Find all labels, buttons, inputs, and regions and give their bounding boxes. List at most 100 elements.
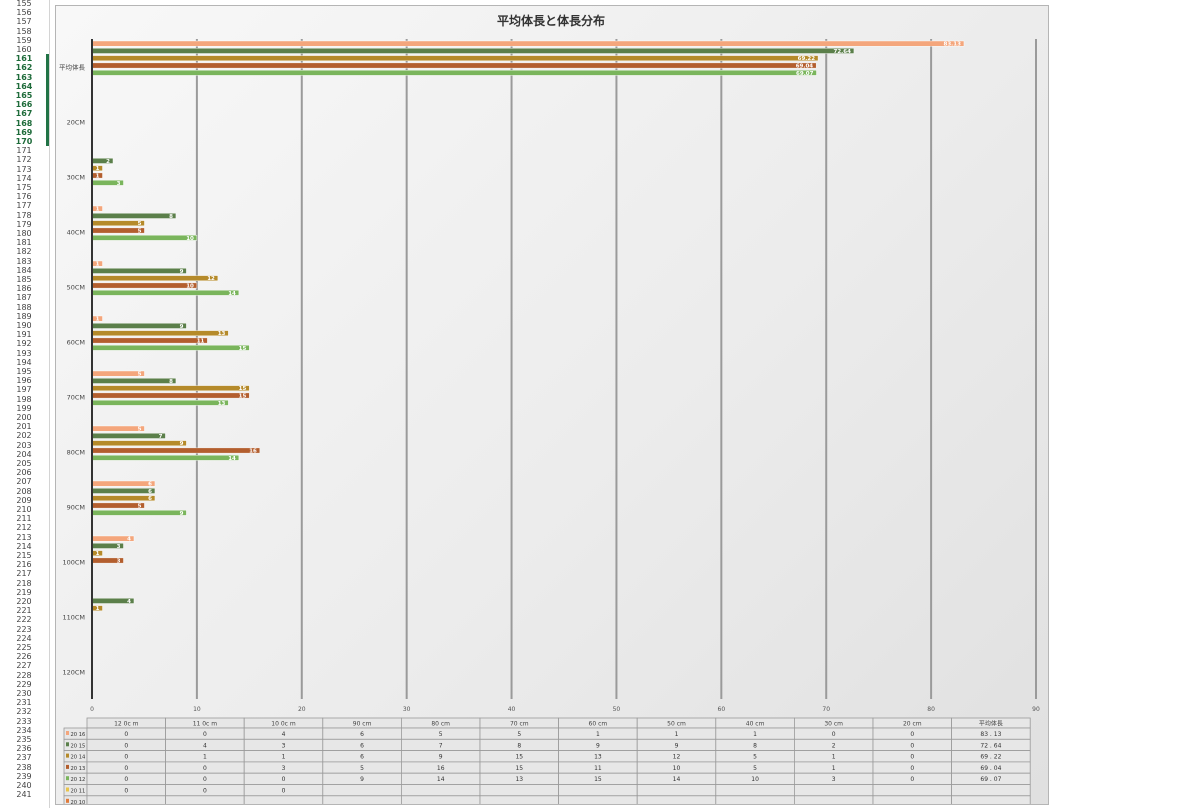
- bar-2013[interactable]: [91, 227, 145, 234]
- bar-2013[interactable]: [91, 282, 198, 289]
- bar-2012[interactable]: [91, 69, 817, 76]
- row-number[interactable]: 178: [16, 210, 32, 220]
- bar-2014[interactable]: [91, 220, 145, 227]
- row-number[interactable]: 182: [16, 247, 32, 257]
- row-number[interactable]: 235: [16, 735, 32, 744]
- row-number[interactable]: 172: [16, 155, 32, 165]
- row-number[interactable]: 226: [16, 652, 32, 662]
- row-number[interactable]: 193: [16, 348, 32, 358]
- bar-2012[interactable]: [91, 345, 250, 351]
- row-number[interactable]: 190: [16, 321, 32, 330]
- bar-2014[interactable]: [91, 385, 250, 392]
- bar-2016[interactable]: [91, 40, 965, 47]
- row-number[interactable]: 230: [16, 689, 32, 698]
- bar-2012[interactable]: [91, 400, 229, 406]
- row-number[interactable]: 158: [16, 26, 32, 36]
- bar-2016[interactable]: [91, 480, 156, 487]
- row-number[interactable]: 211: [16, 514, 32, 524]
- row-number[interactable]: 213: [16, 532, 32, 542]
- row-number[interactable]: 236: [16, 744, 32, 754]
- bar-2013[interactable]: [91, 447, 261, 454]
- row-number[interactable]: 212: [16, 523, 32, 533]
- row-number[interactable]: 162: [15, 63, 33, 73]
- row-number[interactable]: 228: [16, 670, 32, 680]
- bar-2013[interactable]: [91, 62, 817, 69]
- row-number[interactable]: 157: [16, 17, 32, 27]
- row-number[interactable]: 225: [16, 643, 32, 652]
- bar-2014[interactable]: [91, 495, 156, 502]
- row-number[interactable]: 234: [16, 725, 32, 735]
- bar-2015[interactable]: [91, 378, 177, 384]
- row-number[interactable]: 206: [16, 468, 32, 478]
- row-number[interactable]: 210: [16, 505, 32, 514]
- row-number[interactable]: 221: [16, 606, 32, 616]
- row-number[interactable]: 163: [15, 72, 33, 82]
- row-number[interactable]: 239: [16, 771, 32, 781]
- row-number[interactable]: 205: [16, 459, 32, 468]
- bar-2016[interactable]: [91, 425, 145, 432]
- bar-2014[interactable]: [91, 55, 819, 61]
- chart-area[interactable]: 平均体長と体長分布 0 10 20 30 40 50 60 70 80 90 平均体長 83.13 72…: [55, 5, 1049, 805]
- row-number[interactable]: 171: [16, 146, 32, 156]
- row-number[interactable]: 156: [16, 8, 32, 18]
- row-number[interactable]: 187: [16, 293, 32, 303]
- row-number[interactable]: 198: [16, 394, 32, 404]
- row-number[interactable]: 209: [16, 495, 32, 505]
- row-number[interactable]: 189: [16, 311, 32, 321]
- row-number[interactable]: 238: [16, 762, 32, 772]
- row-number[interactable]: 202: [16, 431, 32, 441]
- row-number[interactable]: 237: [16, 753, 32, 763]
- row-number[interactable]: 222: [16, 615, 32, 625]
- row-number[interactable]: 227: [16, 661, 32, 671]
- row-number[interactable]: 217: [16, 569, 32, 579]
- row-number[interactable]: 181: [16, 238, 32, 248]
- row-number[interactable]: 164: [15, 81, 33, 91]
- row-number[interactable]: 204: [16, 449, 32, 459]
- row-number[interactable]: 159: [16, 35, 32, 45]
- row-number[interactable]: 196: [16, 376, 32, 386]
- row-number[interactable]: 180: [16, 229, 32, 238]
- row-number[interactable]: 179: [16, 219, 32, 229]
- row-number[interactable]: 223: [16, 624, 32, 634]
- row-number[interactable]: 207: [16, 477, 32, 487]
- row-number[interactable]: 155: [16, 0, 32, 8]
- row-number[interactable]: 194: [16, 357, 32, 367]
- row-number[interactable]: 170: [15, 137, 33, 146]
- row-number[interactable]: 231: [16, 698, 32, 708]
- bar-2014[interactable]: [91, 275, 219, 282]
- bar-2015[interactable]: [91, 488, 156, 494]
- row-number[interactable]: 241: [16, 790, 32, 800]
- row-number[interactable]: 161: [15, 54, 33, 64]
- bar-2015[interactable]: [91, 268, 187, 274]
- row-number[interactable]: 183: [16, 256, 32, 266]
- row-number[interactable]: 191: [16, 330, 32, 340]
- row-number[interactable]: 168: [15, 118, 33, 128]
- bar-2012[interactable]: [91, 455, 240, 461]
- row-number[interactable]: 215: [16, 551, 32, 560]
- bar-2012[interactable]: [91, 234, 198, 241]
- row-number[interactable]: 220: [16, 597, 32, 606]
- row-number[interactable]: 214: [16, 541, 32, 551]
- row-number[interactable]: 195: [16, 367, 32, 376]
- row-number[interactable]: 208: [16, 486, 32, 496]
- bar-2016[interactable]: [91, 370, 145, 377]
- row-number[interactable]: 175: [16, 183, 32, 192]
- row-number[interactable]: 200: [16, 413, 32, 422]
- row-number[interactable]: 218: [16, 578, 32, 588]
- row-number[interactable]: 184: [16, 265, 32, 275]
- row-number[interactable]: 219: [16, 587, 32, 597]
- row-number[interactable]: 192: [16, 339, 32, 349]
- bar-2015[interactable]: [91, 433, 166, 439]
- row-number[interactable]: 188: [16, 302, 32, 312]
- row-number[interactable]: 166: [15, 100, 33, 110]
- bar-2015[interactable]: [91, 48, 855, 54]
- bar-2012[interactable]: [91, 290, 240, 296]
- row-number[interactable]: 165: [15, 91, 33, 100]
- row-number[interactable]: 174: [16, 173, 32, 183]
- bar-2012[interactable]: [91, 510, 187, 516]
- row-number[interactable]: 224: [16, 633, 32, 643]
- row-number[interactable]: 185: [16, 275, 32, 284]
- row-number[interactable]: 160: [16, 45, 32, 54]
- bar-2014[interactable]: [91, 330, 229, 337]
- row-number[interactable]: 176: [16, 192, 32, 202]
